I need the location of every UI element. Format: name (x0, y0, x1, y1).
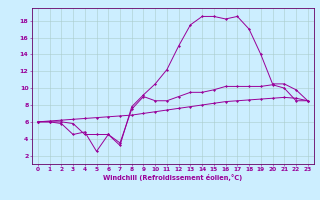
X-axis label: Windchill (Refroidissement éolien,°C): Windchill (Refroidissement éolien,°C) (103, 174, 243, 181)
